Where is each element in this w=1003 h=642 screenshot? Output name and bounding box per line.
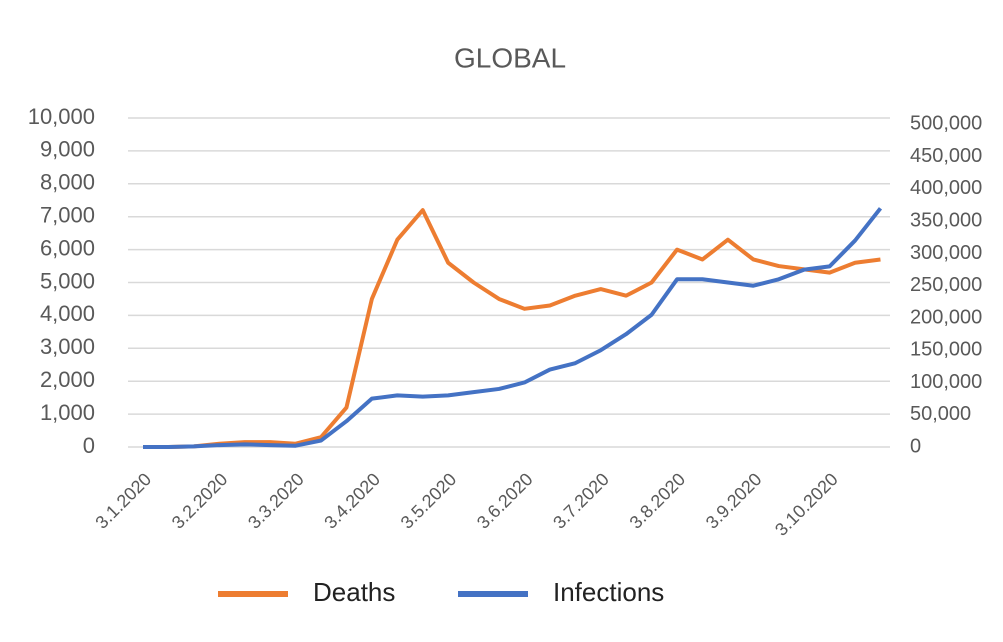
y-tick-label: 7,000 [40,203,95,228]
y2-tick-label: 500,000 [910,113,982,135]
x-tick-label: 3.6.2020 [473,469,537,533]
y-tick-label: 0 [83,433,95,458]
x-tick-label: 3.4.2020 [320,469,384,533]
x-tick-label: 3.8.2020 [626,469,690,533]
y-tick-label: 10,000 [28,104,95,129]
x-tick-label: 3.2.2020 [168,469,232,533]
y2-tick-label: 50,000 [910,403,971,425]
chart-title: GLOBAL [454,42,566,73]
y2-tick-label: 350,000 [910,209,982,231]
series-line [143,207,883,449]
y-tick-label: 4,000 [40,301,95,326]
y-tick-label: 9,000 [40,137,95,162]
y-tick-label: 1,000 [40,400,95,425]
x-tick-label: 3.10.2020 [771,469,842,540]
y2-tick-label: 400,000 [910,177,982,199]
y-tick-label: 6,000 [40,235,95,260]
y2-tick-label: 250,000 [910,274,982,296]
x-tick-label: 3.3.2020 [244,469,308,533]
y-tick-label: 3,000 [40,334,95,359]
y2-tick-label: 100,000 [910,371,982,393]
y2-tick-label: 300,000 [910,242,982,264]
x-tick-label: 3.1.2020 [91,469,155,533]
x-tick-label: 3.9.2020 [702,469,766,533]
legend-label: Deaths [313,577,395,607]
y-tick-label: 8,000 [40,170,95,195]
y2-tick-label: 0 [910,435,921,457]
y-tick-label: 5,000 [40,268,95,293]
y2-tick-label: 450,000 [910,145,982,167]
x-tick-label: 3.7.2020 [549,469,613,533]
legend-label: Infections [553,577,664,607]
y-tick-label: 2,000 [40,367,95,392]
series-line [143,208,881,449]
y2-tick-label: 200,000 [910,306,982,328]
y2-tick-label: 150,000 [910,339,982,361]
x-tick-label: 3.5.2020 [397,469,461,533]
